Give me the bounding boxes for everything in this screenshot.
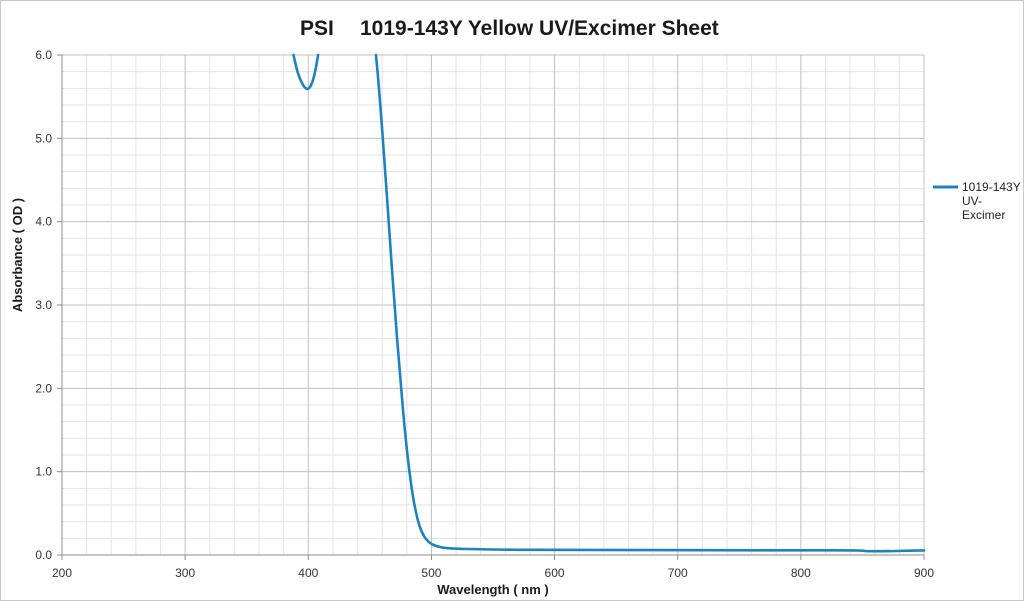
legend-label-line3: Excimer [962,208,1005,222]
x-axis-title: Wavelength ( nm ) [437,582,548,597]
series-line-segment [374,53,926,553]
y-tick-label: 2.0 [35,381,52,395]
x-tick-label: 700 [668,566,688,580]
y-axis-title: Absorbance ( OD ) [10,198,25,312]
chart-title-prefix: PSI [300,17,334,40]
series-line-segment [292,53,320,91]
legend-label-line1: 1019-143Y [962,180,1021,194]
y-tick-label: 1.0 [35,465,52,479]
x-tick-label: 400 [298,566,318,580]
x-tick-label: 200 [52,566,72,580]
y-tick-label: 6.0 [35,48,52,62]
y-tick-label: 3.0 [35,298,52,312]
x-tick-label: 800 [791,566,811,580]
axes: 200 300 400 500 600 700 800 900 0.0 1.0 2.0 3.0 4.0 5… [35,48,934,580]
x-tick-label: 500 [421,566,441,580]
y-tick-label: 5.0 [35,131,52,145]
grid [61,54,925,556]
y-tick-label: 0.0 [35,548,52,562]
x-tick-label: 300 [175,566,195,580]
legend-label-line2: UV- [962,194,982,208]
y-tick-label: 4.0 [35,215,52,229]
x-tick-label: 600 [545,566,565,580]
x-tick-label: 900 [914,566,934,580]
series-layer [292,53,926,553]
chart-title: 1019-143Y Yellow UV/Excimer Sheet [360,17,719,40]
legend: 1019-143Y UV- Excimer [933,180,1021,222]
